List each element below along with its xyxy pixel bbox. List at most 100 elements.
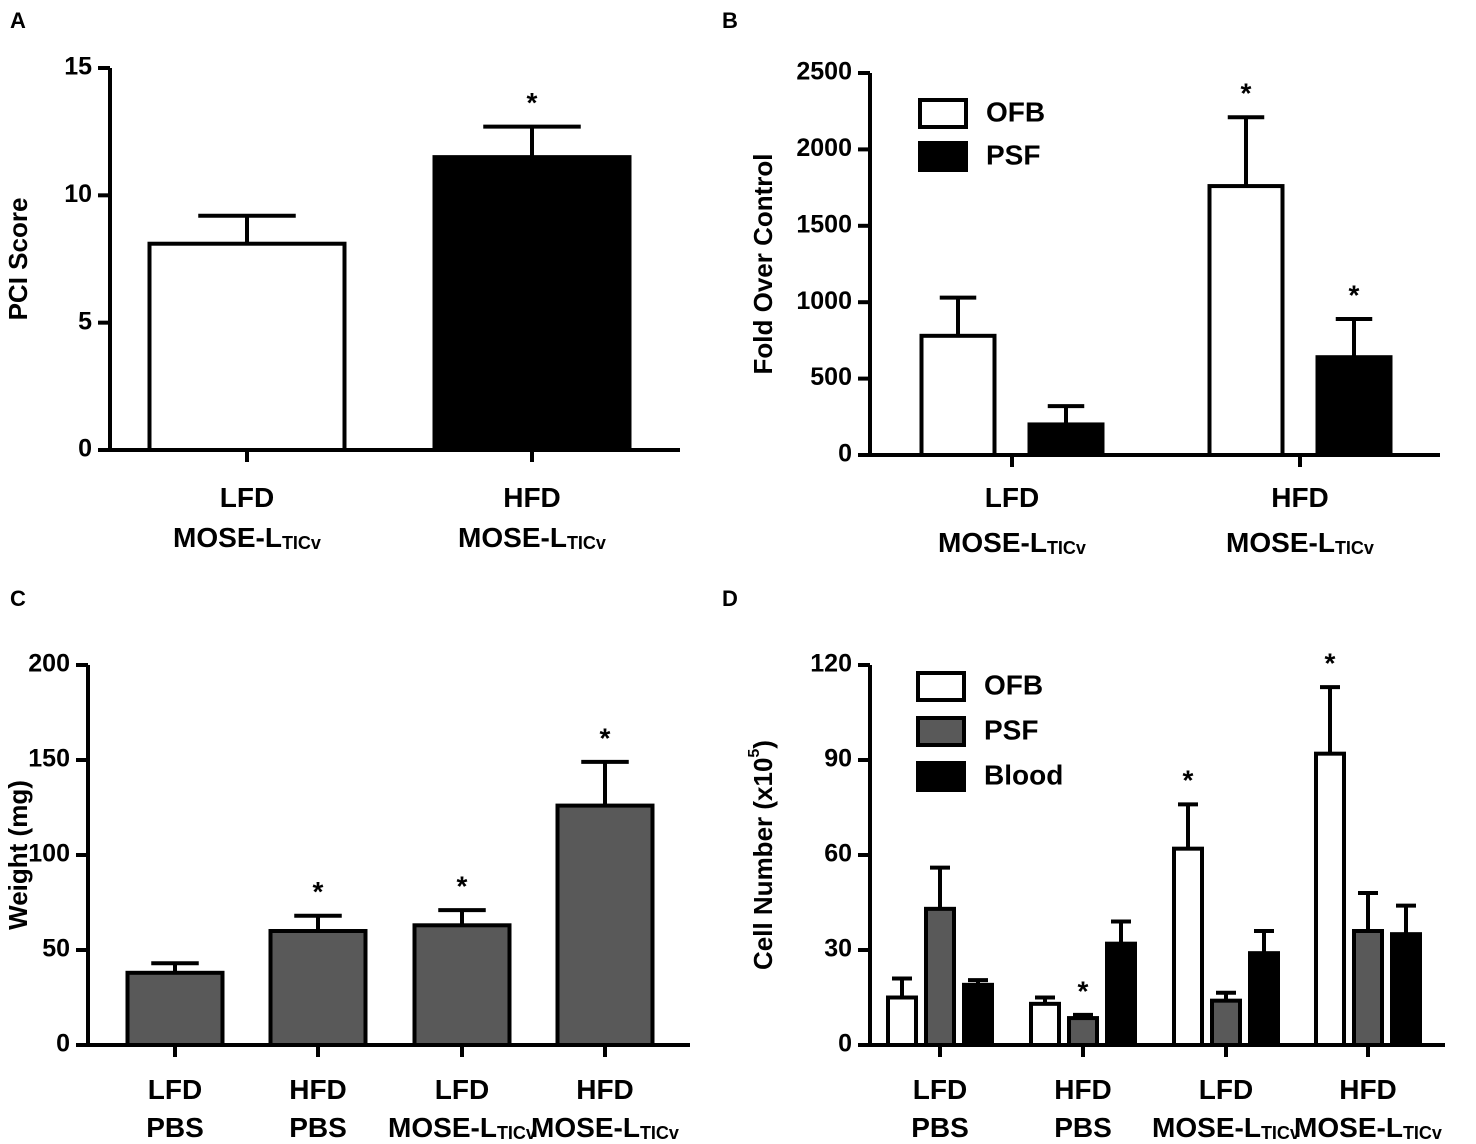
x-tick-label-part: MOSE-L bbox=[458, 522, 567, 553]
x-tick-label-part: PBS bbox=[911, 1112, 969, 1143]
significance-marker: * bbox=[1349, 279, 1360, 310]
y-tick-label: 0 bbox=[838, 440, 852, 468]
x-tick-label: LFD bbox=[913, 1074, 967, 1105]
y-tick-label: 2500 bbox=[796, 58, 852, 86]
x-tick-label-part: HFD bbox=[289, 1074, 347, 1105]
x-tick-label-part: HFD bbox=[1339, 1074, 1397, 1105]
legend-swatch bbox=[916, 671, 966, 702]
x-tick-label-part: MOSE-L bbox=[173, 522, 282, 553]
bar bbox=[919, 333, 997, 458]
bar bbox=[1029, 1001, 1061, 1047]
significance-marker: * bbox=[1325, 648, 1336, 679]
y-axis-label: Cell Number (x105) bbox=[746, 740, 778, 970]
x-tick-label-subscript: TICv bbox=[1403, 1123, 1442, 1143]
x-tick-label-part: MOSE-L bbox=[1226, 527, 1335, 558]
significance-marker: * bbox=[1241, 78, 1252, 109]
significance-marker: * bbox=[527, 87, 538, 118]
y-tick-label: 1500 bbox=[796, 210, 852, 238]
x-tick-label-part: PBS bbox=[289, 1112, 347, 1143]
x-tick-label-part: LFD bbox=[435, 1074, 489, 1105]
bar bbox=[1172, 846, 1204, 1048]
x-tick-label: LFD bbox=[148, 1074, 202, 1105]
bar bbox=[1067, 1016, 1099, 1047]
x-tick-label-part: LFD bbox=[1199, 1074, 1253, 1105]
legend-label: OFB bbox=[984, 669, 1043, 700]
x-tick-label-part: LFD bbox=[985, 482, 1039, 513]
y-tick-label: 100 bbox=[28, 840, 70, 868]
y-axis-label: Fold Over Control bbox=[748, 154, 778, 375]
y-axis-label-part: Weight (mg) bbox=[3, 780, 33, 930]
legend-label: OFB bbox=[986, 96, 1045, 127]
x-tick-label-subscript: TICv bbox=[497, 1123, 536, 1143]
x-tick-label: HFD bbox=[576, 1074, 634, 1105]
x-tick-label-part: MOSE-L bbox=[531, 1112, 640, 1143]
x-tick-label: MOSE-LTICv bbox=[531, 1112, 679, 1143]
legend-swatch bbox=[916, 761, 966, 792]
y-axis-label-part: PCI Score bbox=[3, 198, 33, 321]
bar bbox=[1248, 951, 1280, 1048]
x-tick-label-subscript: TICv bbox=[640, 1123, 679, 1143]
x-tick-label: LFD bbox=[435, 1074, 489, 1105]
bar bbox=[924, 906, 956, 1047]
x-tick-label-part: PBS bbox=[1054, 1112, 1112, 1143]
significance-marker: * bbox=[1078, 975, 1089, 1006]
y-tick-label: 500 bbox=[810, 363, 852, 391]
x-tick-label-part: LFD bbox=[913, 1074, 967, 1105]
significance-marker: * bbox=[457, 870, 468, 901]
x-tick-label: MOSE-LTICv bbox=[938, 527, 1086, 558]
x-tick-label: LFD bbox=[1199, 1074, 1253, 1105]
y-tick-label: 200 bbox=[28, 650, 70, 678]
x-tick-label: HFD bbox=[1271, 482, 1329, 513]
bar bbox=[412, 923, 512, 1047]
x-tick-label-subscript: TICv bbox=[1335, 538, 1374, 558]
x-tick-label: MOSE-LTICv bbox=[1226, 527, 1374, 558]
x-tick-label-part: PBS bbox=[146, 1112, 204, 1143]
x-tick-label: HFD bbox=[1339, 1074, 1397, 1105]
significance-marker: * bbox=[1183, 765, 1194, 796]
significance-marker: * bbox=[313, 876, 324, 907]
y-axis-label-part: Fold Over Control bbox=[748, 154, 778, 375]
x-tick-label: MOSE-LTICv bbox=[173, 522, 321, 553]
bar bbox=[1207, 184, 1285, 458]
y-tick-label: 1000 bbox=[796, 287, 852, 315]
y-axis-label: PCI Score bbox=[3, 198, 33, 321]
y-tick-label: 50 bbox=[42, 935, 70, 963]
panel-letter: B bbox=[722, 8, 738, 33]
bar bbox=[125, 970, 225, 1047]
x-tick-label: PBS bbox=[1054, 1112, 1112, 1143]
x-tick-label-part: MOSE-L bbox=[1152, 1112, 1261, 1143]
bar bbox=[268, 929, 368, 1047]
y-tick-label: 0 bbox=[838, 1030, 852, 1058]
x-tick-label-part: MOSE-L bbox=[1294, 1112, 1403, 1143]
x-tick-label: PBS bbox=[146, 1112, 204, 1143]
significance-marker: * bbox=[600, 722, 611, 753]
y-axis-label-part: 5 bbox=[746, 749, 763, 758]
x-tick-label: MOSE-LTICv bbox=[388, 1112, 536, 1143]
x-tick-label-part: MOSE-L bbox=[388, 1112, 497, 1143]
x-tick-label: MOSE-LTICv bbox=[1152, 1112, 1300, 1143]
bar bbox=[1390, 932, 1422, 1048]
y-tick-label: 15 bbox=[64, 53, 92, 81]
y-tick-label: 0 bbox=[78, 435, 92, 463]
x-tick-label: LFD bbox=[985, 482, 1039, 513]
bar bbox=[1210, 998, 1242, 1048]
x-tick-label: HFD bbox=[1054, 1074, 1112, 1105]
y-axis-label-part: ) bbox=[748, 740, 778, 749]
x-tick-label: HFD bbox=[289, 1074, 347, 1105]
y-axis-label: Weight (mg) bbox=[3, 780, 33, 930]
legend-label: Blood bbox=[984, 759, 1063, 790]
x-tick-label-subscript: TICv bbox=[567, 533, 606, 553]
y-tick-label: 2000 bbox=[796, 134, 852, 162]
bar bbox=[147, 241, 347, 452]
x-tick-label: PBS bbox=[289, 1112, 347, 1143]
bar bbox=[1352, 929, 1384, 1047]
y-tick-label: 60 bbox=[824, 840, 852, 868]
legend-swatch bbox=[918, 98, 968, 129]
y-tick-label: 150 bbox=[28, 745, 70, 773]
x-tick-label-subscript: TICv bbox=[1047, 538, 1086, 558]
bar bbox=[1315, 355, 1393, 458]
panel-letter: C bbox=[10, 586, 26, 611]
y-tick-label: 30 bbox=[824, 935, 852, 963]
legend-swatch bbox=[916, 716, 966, 747]
